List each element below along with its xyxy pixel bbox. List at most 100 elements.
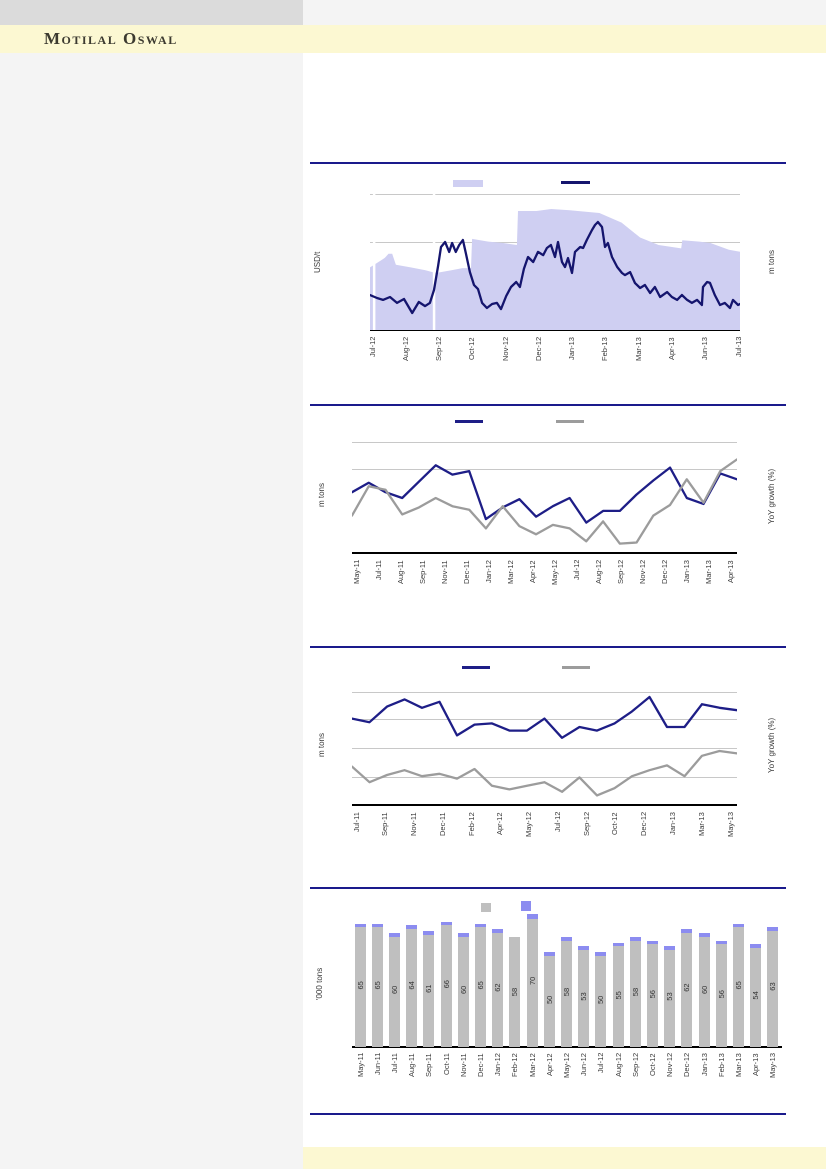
bar-cap-segment	[492, 929, 504, 933]
chart3-right-axis-title: YoY growth (%)	[767, 717, 776, 773]
x-tick-label: Nov-11	[439, 560, 449, 584]
bar	[715, 944, 727, 1047]
x-tick-label: Nov-12	[500, 337, 510, 362]
bar-value-label: 63	[768, 982, 778, 992]
x-tick-label: Nov-11	[458, 1053, 468, 1077]
area-series	[370, 209, 740, 330]
x-tick-label: Sep-12	[615, 560, 625, 585]
x-tick-label: Jan-13	[699, 1053, 709, 1076]
x-tick-label: Oct-11	[441, 1053, 451, 1075]
chart-plot-svg	[352, 695, 737, 797]
bar-cap-segment	[698, 933, 710, 937]
chart3-legend-gray-swatch	[562, 666, 590, 669]
bar-value-label: 65	[372, 981, 382, 990]
series-gray-line	[352, 458, 737, 545]
x-tick-label: Sep-12	[434, 337, 444, 362]
x-tick-label: May-12	[524, 812, 534, 838]
x-tick-label: Mar-13	[633, 337, 643, 361]
x-tick-label: Apr-12	[495, 812, 505, 835]
bar-value-label: 65	[355, 981, 365, 990]
chart2-right-axis-title: YoY growth (%)	[767, 468, 776, 524]
chart2-legend-navy-swatch	[455, 420, 483, 423]
bar	[560, 940, 572, 1047]
x-tick-label: Jul-12	[596, 1053, 606, 1074]
x-tick-label: Aug-12	[400, 337, 410, 362]
bar-value-label: 65	[733, 981, 743, 990]
x-tick-label: Aug-12	[593, 560, 603, 585]
bar-cap-segment	[612, 942, 624, 947]
x-tick-label: Dec-12	[639, 812, 649, 837]
bar-value-label: 62	[682, 983, 692, 993]
x-tick-label: Jul-12	[552, 812, 562, 833]
brand-logo-text: Motilal Oswal	[44, 29, 178, 48]
x-tick-label: Jul-12	[571, 560, 581, 581]
chart-gridline	[370, 194, 740, 195]
bar-cap-segment	[681, 929, 693, 933]
bar-cap-segment	[388, 933, 400, 937]
x-tick-label: Jan-12	[483, 560, 493, 583]
bar	[595, 955, 607, 1047]
bar-value-label: 61	[424, 984, 434, 994]
price-line-line	[370, 220, 740, 315]
x-tick-label: Jul-11	[373, 560, 383, 580]
chart-gridline	[352, 442, 737, 443]
chart4-legend-gray-swatch	[481, 903, 491, 912]
bar	[388, 936, 400, 1047]
x-tick-label: Dec-11	[437, 812, 447, 836]
x-tick-label: May-13	[768, 1053, 778, 1079]
x-tick-label: Aug-11	[395, 560, 405, 584]
series-navy-line	[352, 464, 737, 524]
x-tick-label: Apr-12	[544, 1053, 554, 1076]
bar-value-label: 53	[665, 992, 675, 1001]
section-divider-rule	[310, 646, 786, 648]
x-tick-label: Mar-13	[733, 1053, 743, 1077]
x-tick-label: Jun-13	[700, 337, 710, 360]
series-navy-line	[352, 695, 737, 739]
bar	[543, 955, 555, 1047]
bar-value-label: 66	[441, 980, 451, 989]
x-tick-label: Jun-12	[579, 1053, 589, 1076]
bar-cap-segment	[371, 923, 383, 928]
bar	[681, 933, 693, 1047]
x-axis-line	[352, 804, 737, 806]
bar	[646, 944, 658, 1047]
bottom-yellow-strip	[303, 1147, 826, 1169]
section-divider-rule	[310, 162, 786, 164]
bar-value-label: 56	[647, 989, 657, 998]
chart4-legend-purple-swatch	[521, 901, 531, 911]
bar-value-label: 60	[389, 985, 399, 995]
bar-cap-segment	[423, 931, 435, 935]
x-tick-label: Apr-13	[751, 1053, 761, 1076]
bar-cap-segment	[715, 940, 727, 945]
bar	[767, 931, 779, 1047]
bar	[629, 940, 641, 1047]
bar	[492, 933, 504, 1047]
x-tick-label: Dec-12	[659, 560, 669, 585]
bar	[440, 925, 452, 1047]
bar-cap-segment	[406, 925, 418, 930]
x-tick-label: Feb-12	[510, 1053, 520, 1077]
bar	[509, 936, 521, 1047]
x-tick-label: Oct-12	[610, 812, 620, 835]
chart2-legend-gray-swatch	[556, 420, 584, 423]
x-tick-label: Dec-12	[682, 1053, 692, 1078]
bar-value-label: 50	[596, 995, 606, 1004]
chart2-left-axis-title: m tons	[317, 482, 326, 507]
bar-value-label: 58	[630, 987, 640, 997]
bar-cap-segment	[543, 952, 555, 956]
bar	[423, 934, 435, 1047]
bar-cap-segment	[526, 914, 538, 919]
x-tick-label: May-11	[351, 560, 361, 585]
x-tick-label: Jul-11	[351, 812, 361, 832]
section-divider-rule	[310, 1113, 786, 1115]
bar	[732, 927, 744, 1047]
chart-gridline	[352, 777, 737, 778]
x-tick-label: Sep-11	[424, 1053, 434, 1077]
section-divider-rule	[310, 887, 786, 889]
bar	[457, 936, 469, 1047]
chart1-legend-line-swatch	[561, 181, 590, 184]
top-gray-bar	[0, 0, 303, 25]
chart-plot-svg	[352, 458, 737, 545]
brand-bar: Motilal Oswal	[0, 25, 826, 53]
